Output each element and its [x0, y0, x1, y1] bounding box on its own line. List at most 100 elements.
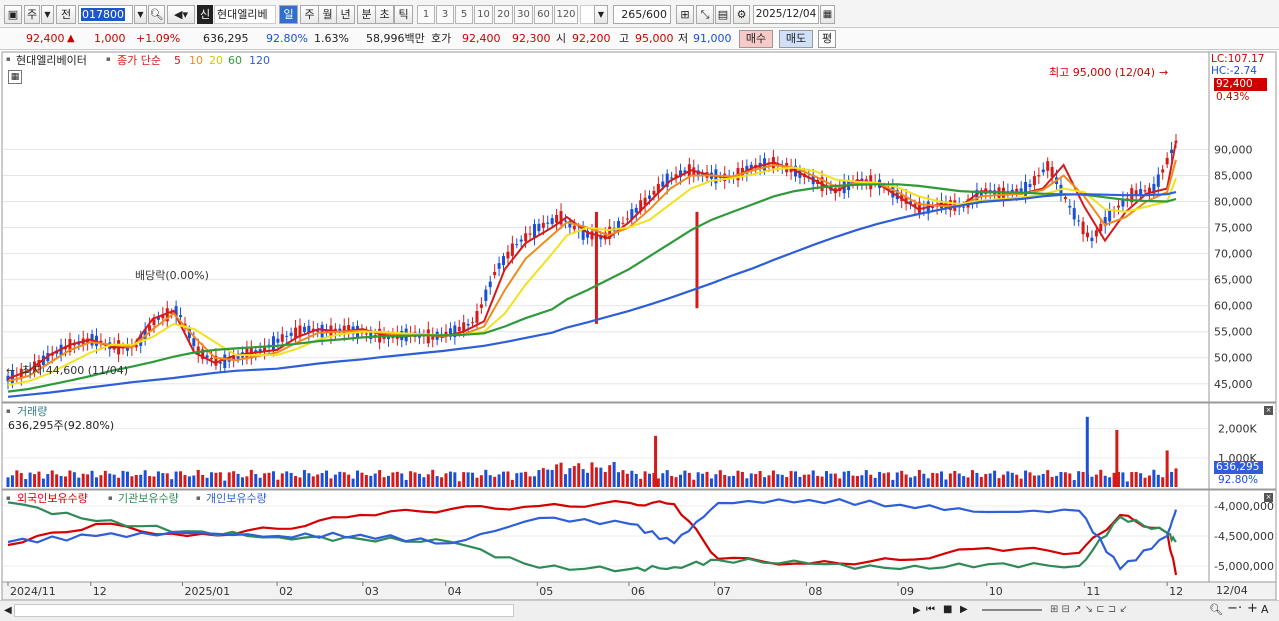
scroll-right-icon[interactable]: ▶ — [913, 605, 921, 616]
resize-icon[interactable]: ⤡ — [696, 5, 714, 24]
zoom-slider[interactable] — [982, 609, 1042, 611]
interval-60-button[interactable]: 60 — [534, 5, 553, 24]
save-icon[interactable]: ▤ — [715, 5, 731, 24]
volume-bar — [240, 477, 244, 487]
volume-bar — [745, 478, 749, 487]
x-axis-label: 04 — [448, 585, 462, 598]
legend-ma120: 120 — [249, 54, 270, 67]
volume-bar — [988, 473, 992, 487]
volume-bar — [356, 470, 360, 487]
candle-body — [488, 281, 492, 288]
interval-20-button[interactable]: 20 — [494, 5, 513, 24]
candle-body — [210, 357, 214, 360]
interval-30-button[interactable]: 30 — [514, 5, 533, 24]
scroll-left-icon[interactable]: ◀ — [4, 605, 12, 616]
volume-bar — [165, 473, 169, 487]
interval-dropdown-icon[interactable]: ▼ — [594, 5, 608, 24]
close-icon[interactable]: × — [1264, 406, 1273, 415]
volume-bar — [24, 479, 28, 487]
period-tick-button[interactable]: 틱 — [394, 5, 413, 24]
crosshair-icon[interactable]: ⊞ — [676, 5, 694, 24]
volume-bar — [1143, 477, 1147, 487]
search-icon[interactable]: 🔍︎ — [148, 5, 165, 24]
volume-bar — [740, 472, 744, 487]
volume-bar — [763, 477, 767, 487]
credit-badge[interactable]: 신 — [197, 5, 213, 24]
period-second-button[interactable]: 초 — [375, 5, 394, 24]
volume-bar — [1015, 474, 1019, 487]
candle-body — [1068, 205, 1072, 208]
volume-bar — [347, 474, 351, 487]
volume-spike-bar — [1115, 430, 1119, 487]
candle-body — [165, 308, 169, 322]
candle-body — [537, 223, 541, 232]
volume-bar — [816, 475, 820, 487]
stock-code-input[interactable]: 017800 — [78, 5, 133, 24]
candle-body — [307, 325, 311, 334]
candle-body — [214, 355, 218, 366]
candle-body — [1086, 232, 1090, 238]
candle-body — [656, 183, 660, 193]
candle-body — [453, 325, 457, 338]
count-input[interactable]: 265/600 — [613, 5, 671, 24]
volume-bar — [935, 473, 939, 487]
interval-3-button[interactable]: 3 — [436, 5, 454, 24]
table-view-icon[interactable]: ▦ — [8, 70, 22, 84]
type-select[interactable]: 주 — [24, 5, 40, 24]
interval-120-button[interactable]: 120 — [554, 5, 578, 24]
buy-button[interactable]: 매수 — [739, 30, 773, 48]
window-menu-icon[interactable]: ▣ — [4, 5, 22, 24]
prev-button[interactable]: 전 — [56, 5, 76, 24]
volume-bar — [895, 472, 899, 487]
type-dropdown-icon[interactable]: ▼ — [41, 5, 54, 24]
candles — [6, 134, 1178, 390]
font-size-icon[interactable]: A — [1261, 603, 1269, 616]
period-year-button[interactable]: 년 — [336, 5, 355, 24]
volume-bar — [652, 472, 656, 487]
scroll-track[interactable] — [14, 604, 514, 617]
volume-bar — [776, 474, 780, 487]
volume-bar — [192, 475, 196, 487]
volume-bar — [789, 471, 793, 487]
zoom-in-icon[interactable]: + — [1247, 601, 1258, 616]
volume-bar — [448, 471, 452, 487]
interval-1-button[interactable]: 1 — [417, 5, 435, 24]
date-input[interactable]: 2025/12/04 — [753, 5, 819, 24]
speaker-icon[interactable]: ◀▾ — [167, 5, 195, 24]
x-axis-right-label: 12/04 — [1216, 584, 1248, 597]
sell-button[interactable]: 매도 — [779, 30, 813, 48]
stock-name: 현대엘리베 — [214, 5, 276, 24]
volume-bar — [913, 476, 917, 487]
volume-bar — [577, 463, 581, 487]
code-dropdown-icon[interactable]: ▼ — [134, 5, 147, 24]
volume-bar — [847, 471, 851, 487]
volume-bar — [426, 474, 430, 487]
candle-body — [179, 315, 183, 318]
stop-icon[interactable]: ■ — [943, 604, 953, 615]
volume-bar — [625, 473, 629, 487]
candle-body — [1090, 237, 1094, 242]
period-day-button[interactable]: 일 — [279, 5, 298, 24]
play-icon[interactable]: ▶ — [960, 604, 968, 615]
gear-icon[interactable]: ⚙ — [733, 5, 750, 24]
zoom-out-icon[interactable]: − — [1227, 601, 1238, 616]
volume-bar — [475, 477, 479, 487]
candle-body — [555, 214, 559, 223]
drawing-tools-icon[interactable]: ⊞ ⊟ ↗ ↘ ⊏ ⊐ ↙ — [1050, 604, 1128, 615]
x-axis-label: 2024/11 — [10, 585, 56, 598]
volume-bar — [351, 478, 355, 487]
volume-bar — [121, 470, 125, 487]
volume-bar — [1134, 471, 1138, 487]
zoom-search-icon[interactable]: 🔍︎ — [1209, 603, 1223, 616]
close-holdings-icon[interactable]: × — [1264, 493, 1273, 502]
volume-bar — [10, 475, 14, 487]
volume-bar — [771, 470, 775, 487]
volume-bar — [643, 471, 647, 487]
calendar-icon[interactable]: ▦ — [820, 5, 835, 24]
interval-10-button[interactable]: 10 — [474, 5, 493, 24]
interval-5-button[interactable]: 5 — [455, 5, 473, 24]
rewind-icon[interactable]: ⏮ — [926, 604, 935, 615]
volume-bar — [391, 472, 395, 487]
volume-bar — [630, 470, 634, 487]
eval-button[interactable]: 평 — [818, 30, 836, 48]
